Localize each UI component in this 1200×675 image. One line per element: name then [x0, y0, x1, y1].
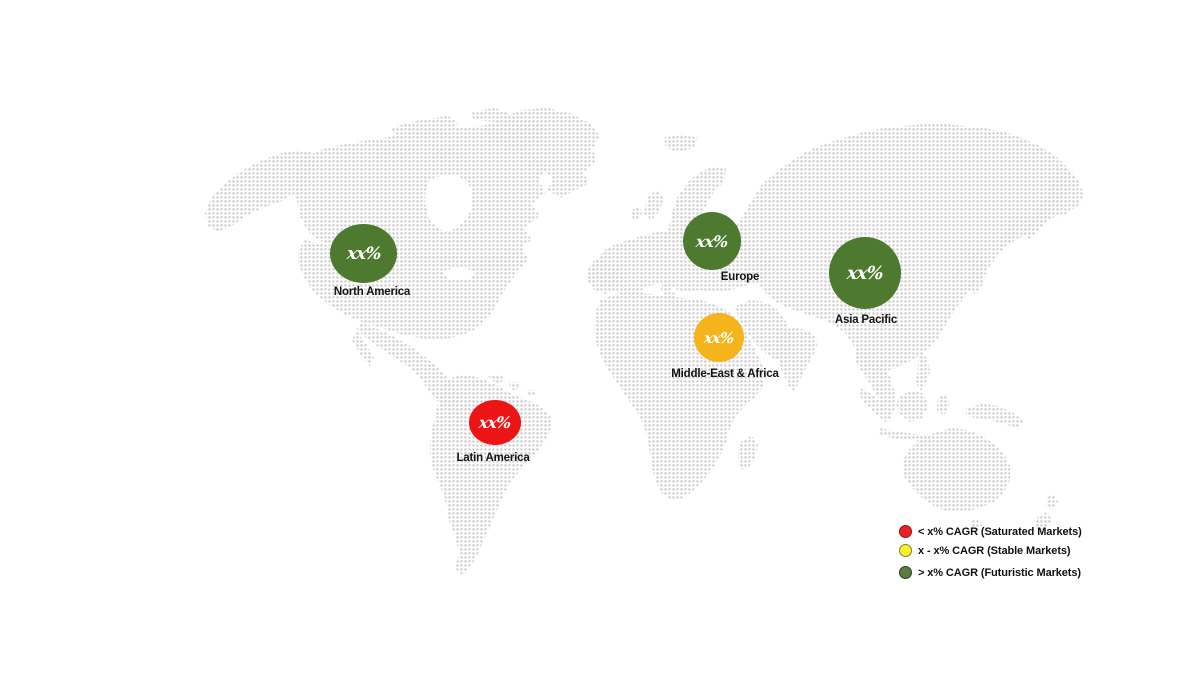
continent-indochina	[856, 350, 896, 416]
continent-india	[774, 328, 818, 392]
legend-dot-saturated-icon	[899, 525, 912, 538]
island-madagascar	[738, 436, 758, 470]
islands-indonesia	[858, 388, 1024, 442]
continent-greenland	[482, 108, 600, 198]
region-bubble-latin-america: xx%	[469, 400, 521, 445]
region-label-north-america: North America	[333, 286, 411, 298]
legend-label: > x% CAGR (Futuristic Markets)	[918, 566, 1081, 579]
region-bubble-asia-pacific: xx%	[829, 237, 901, 309]
island-iceland	[664, 134, 698, 152]
region-value: xx%	[846, 262, 884, 284]
continent-baja	[352, 330, 374, 366]
region-bubble-north-america: xx%	[330, 224, 397, 283]
great-lakes-notch	[444, 268, 474, 280]
hudson-bay-notch	[425, 175, 473, 231]
legend-item-saturated: < x% CAGR (Saturated Markets)	[899, 525, 1082, 538]
islands-philippines	[916, 352, 930, 392]
continent-iberia	[586, 258, 624, 294]
region-value: xx%	[703, 328, 735, 347]
region-value: xx%	[345, 243, 382, 264]
legend-label: < x% CAGR (Saturated Markets)	[918, 525, 1082, 538]
region-label-latin-america: Latin America	[456, 452, 530, 464]
islands-caribbean	[488, 374, 536, 396]
continent-kamchatka	[1004, 172, 1068, 244]
legend-dot-stable-icon	[899, 544, 912, 557]
continent-asia	[726, 124, 1084, 372]
islands-arctic	[380, 108, 510, 158]
region-label-europe: Europe	[720, 271, 760, 283]
region-value: xx%	[478, 413, 512, 432]
legend-label: x - x% CAGR (Stable Markets)	[918, 544, 1071, 557]
region-label-asia-pacific: Asia Pacific	[834, 314, 898, 326]
region-bubble-middle-east-africa: xx%	[694, 313, 744, 362]
legend-item-stable: x - x% CAGR (Stable Markets)	[899, 544, 1071, 557]
islands-british	[630, 190, 664, 220]
continent-south-america	[430, 374, 552, 575]
continent-scandinavia	[668, 166, 726, 238]
islands-new-zealand	[1034, 494, 1058, 530]
region-label-middle-east-africa: Middle-East & Africa	[671, 368, 779, 380]
continent-africa	[594, 292, 766, 500]
continent-alaska	[205, 150, 314, 232]
continent-australia	[902, 428, 1010, 530]
legend-item-futuristic: > x% CAGR (Futuristic Markets)	[899, 566, 1081, 579]
region-value: xx%	[695, 231, 729, 251]
region-bubble-europe: xx%	[683, 212, 741, 270]
islands-japan	[950, 246, 986, 295]
legend-dot-futuristic-icon	[899, 566, 912, 579]
